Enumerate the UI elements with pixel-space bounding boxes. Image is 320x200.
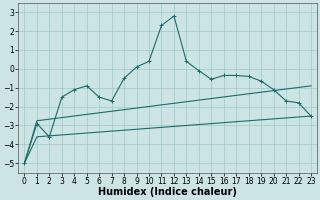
X-axis label: Humidex (Indice chaleur): Humidex (Indice chaleur) [98,187,237,197]
